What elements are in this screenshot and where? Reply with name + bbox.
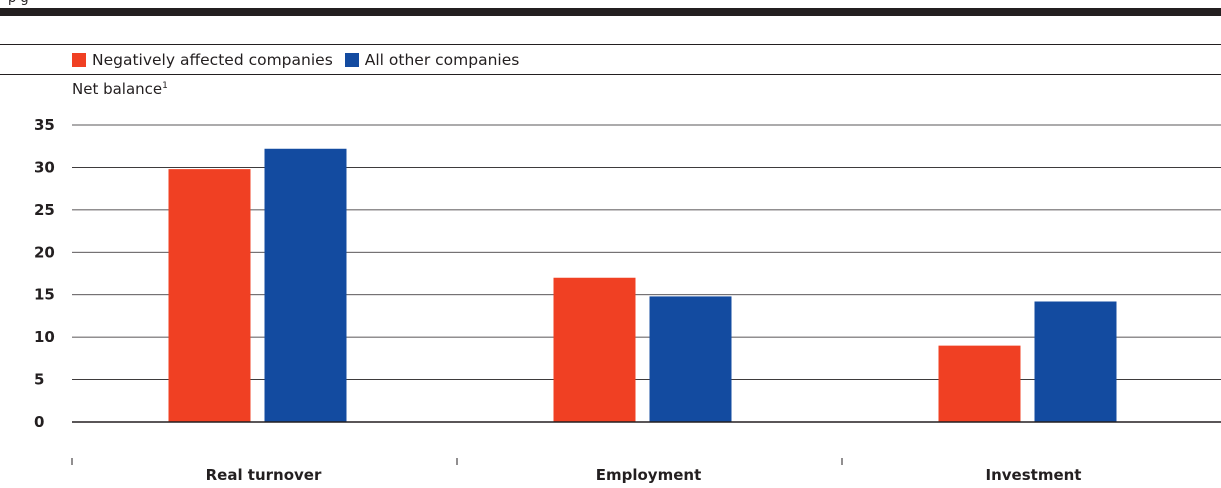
legend-swatch-all-other: [344, 53, 359, 67]
legend-label-negatively-affected: Negatively affected companies: [92, 51, 333, 69]
legend-label-all-other: All other companies: [364, 51, 520, 69]
y-tick-label-15: 15: [34, 286, 55, 304]
y-tick-label-25: 25: [34, 201, 55, 219]
y-axis-unit-label: Net balance1: [72, 80, 168, 98]
bar-employment-negatively-affected: [553, 277, 636, 422]
bar-real-turnover-negatively-affected: [168, 169, 251, 422]
x-category-label-real-turnover: Real turnover: [206, 466, 322, 484]
legend-item-negatively-affected: Negatively affected companies: [72, 51, 333, 69]
header-bar: [0, 8, 1221, 16]
legend-top-rule: [0, 44, 1221, 45]
bar-investment-all-other: [1034, 301, 1117, 422]
x-category-label-employment: Employment: [596, 466, 702, 484]
clipped-header-text: p g: [8, 0, 29, 6]
legend-bottom-rule: [0, 74, 1221, 75]
y-tick-label-10: 10: [34, 328, 55, 346]
legend: Negatively affected companies All other …: [72, 50, 531, 70]
legend-item-all-other: All other companies: [344, 51, 520, 69]
bar-investment-negatively-affected: [938, 345, 1021, 422]
y-tick-label-5: 5: [34, 371, 44, 389]
bar-real-turnover-all-other: [264, 148, 347, 422]
y-tick-label-35: 35: [34, 116, 55, 134]
y-tick-label-20: 20: [34, 243, 55, 261]
y-tick-label-0: 0: [34, 413, 44, 431]
unit-label-text: Net balance: [72, 80, 163, 98]
legend-swatch-negatively-affected: [72, 53, 86, 67]
x-category-label-investment: Investment: [986, 466, 1082, 484]
bar-employment-all-other: [649, 296, 732, 422]
unit-footnote-marker: 1: [162, 81, 168, 91]
y-tick-label-30: 30: [34, 158, 55, 176]
